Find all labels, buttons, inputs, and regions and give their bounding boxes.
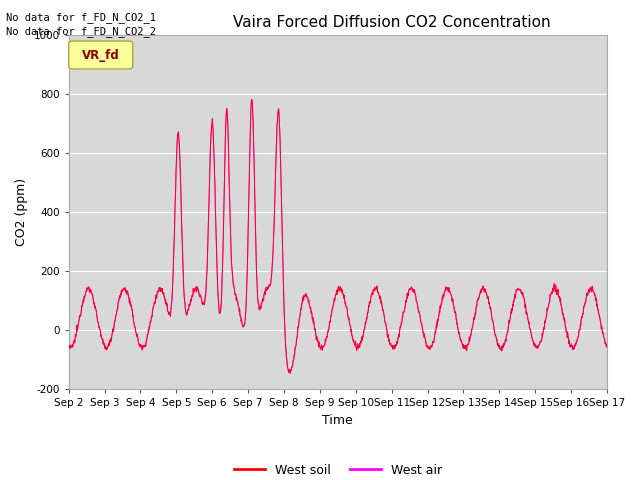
Title: Vaira Forced Diffusion CO2 Concentration: Vaira Forced Diffusion CO2 Concentration xyxy=(233,15,550,30)
Text: No data for f_FD_N_CO2_2: No data for f_FD_N_CO2_2 xyxy=(6,26,156,37)
Legend: West soil, West air: West soil, West air xyxy=(228,459,447,480)
Text: No data for f_FD_N_CO2_1: No data for f_FD_N_CO2_1 xyxy=(6,12,156,23)
Y-axis label: CO2 (ppm): CO2 (ppm) xyxy=(15,178,28,246)
Text: VR_fd: VR_fd xyxy=(82,48,120,61)
X-axis label: Time: Time xyxy=(323,414,353,427)
